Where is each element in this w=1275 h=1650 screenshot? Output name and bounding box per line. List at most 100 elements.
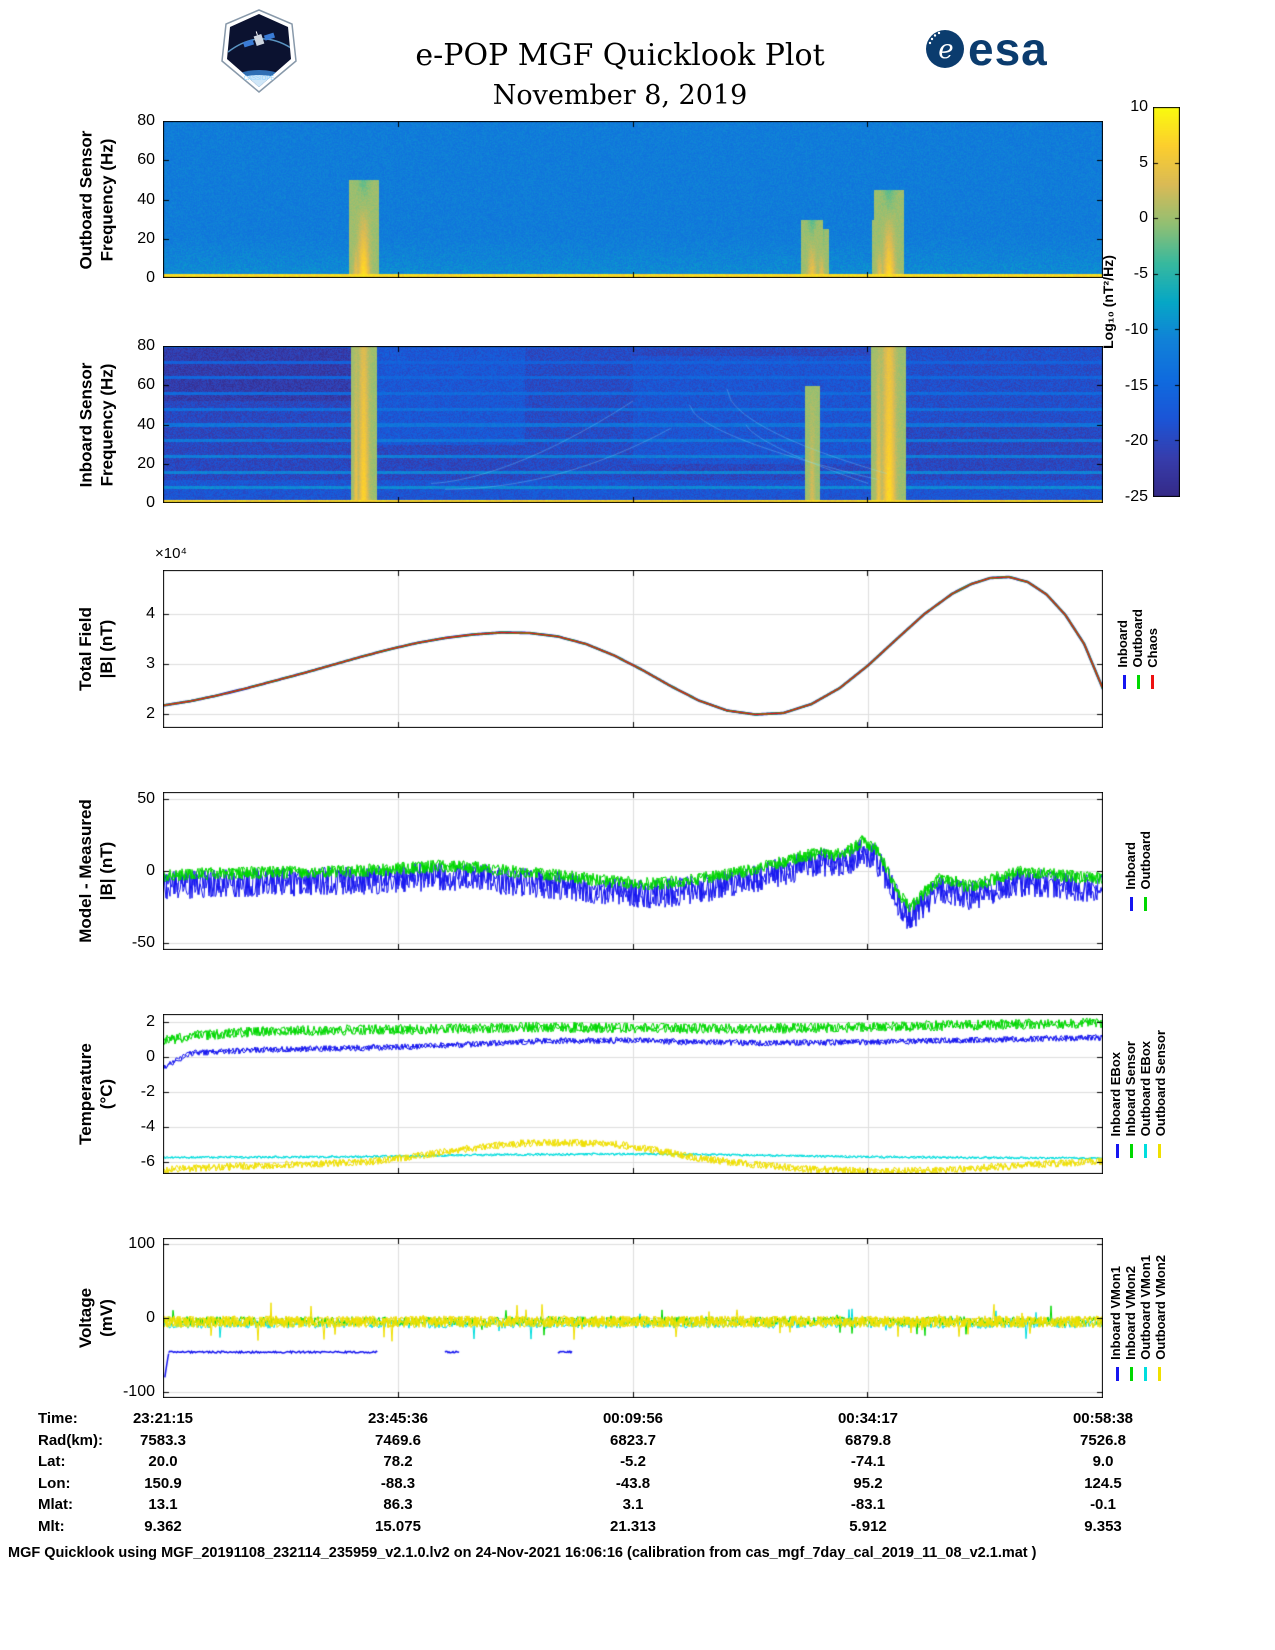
axis-tick-label: -50: [131, 933, 155, 951]
legend-labels: Inboard EBox Inboard Sensor Outboard EBox O…: [1107, 1030, 1168, 1137]
axis-tick-label: -10: [1124, 320, 1148, 338]
legend-labels: Inboard Outboard: [1122, 831, 1153, 890]
legend-markers: [1129, 896, 1147, 911]
table-cell: 23:21:15: [132, 1410, 194, 1427]
temperature-plot-canvas: [163, 1014, 1103, 1174]
axis-tick-label: 0: [146, 1047, 155, 1065]
axis-tick-label: -15: [1124, 376, 1148, 394]
table-row-label: Rad(km):: [38, 1431, 104, 1449]
table-cell: 23:45:36: [367, 1410, 429, 1427]
axis-tick-label: -4: [140, 1117, 155, 1135]
ylabel-line: Inboard Sensor: [76, 362, 95, 487]
table-cell: -83.1: [850, 1496, 886, 1513]
axis-tick-label: 2: [146, 705, 155, 722]
esa-wordmark: esa: [968, 23, 1048, 75]
legend-marker: [1150, 674, 1154, 689]
legend-marker: [1122, 674, 1126, 689]
table-row-label: Lat:: [38, 1453, 66, 1470]
table-cell: 00:09:56: [602, 1410, 664, 1427]
legend-label: Outboard VMon2: [1152, 1255, 1168, 1360]
legend-label: Outboard: [1137, 831, 1153, 890]
voltage-plot-canvas: [163, 1238, 1103, 1398]
legend-markers: [1115, 1366, 1161, 1381]
footer-note: MGF Quicklook using MGF_20191108_232114_…: [8, 1545, 1037, 1561]
outboard-spectrogram-canvas: [163, 121, 1103, 278]
axis-tick-label: 20: [137, 229, 155, 247]
table-cell: -74.1: [850, 1453, 886, 1470]
legend-voltage: Inboard VMon1 Inboard VMon2 Outboard VMon1…: [1106, 1238, 1170, 1398]
table-cell: -5.2: [620, 1453, 646, 1470]
legend-marker: [1129, 1143, 1133, 1158]
legend-label: Outboard EBox: [1137, 1041, 1153, 1137]
ylabel-line: Temperature: [76, 1043, 95, 1145]
table-cell: 00:58:38: [1072, 1410, 1134, 1427]
table-row-label: Lon:: [38, 1474, 71, 1492]
axis-tick-label: 20: [137, 454, 155, 472]
legend-marker: [1157, 1143, 1161, 1158]
table-cell: 00:34:17: [837, 1410, 899, 1427]
inboard-spectrogram-canvas: [163, 346, 1103, 503]
legend-marker: [1115, 1143, 1119, 1158]
legend-label: Inboard: [1122, 842, 1138, 890]
table-row-label: Mlat:: [38, 1496, 73, 1513]
table-cell: 9.362: [144, 1517, 182, 1535]
legend-label: Chaos: [1145, 628, 1160, 668]
axis-tick-label: 0: [1139, 209, 1148, 227]
legend-label: Inboard EBox: [1107, 1052, 1123, 1137]
table-cell: 9.353: [1084, 1517, 1122, 1535]
table-cell: 78.2: [383, 1453, 413, 1470]
table-cell: 6823.7: [610, 1431, 656, 1449]
legend-markers: [1115, 1143, 1161, 1158]
ylabel-line: Model - Measured: [76, 799, 95, 943]
table-cell: 7469.6: [375, 1431, 421, 1449]
axis-tick-label: 40: [137, 190, 155, 208]
table-cell: 7583.3: [140, 1431, 186, 1449]
table-cell: 7526.8: [1080, 1431, 1126, 1449]
legend-model-minus-measured: Inboard Outboard: [1106, 792, 1170, 950]
axis-tick-label: 3: [146, 655, 155, 672]
table-cell: 9.0: [1092, 1453, 1114, 1470]
legend-label: Outboard VMon1: [1137, 1255, 1153, 1360]
table-cell: 15.075: [375, 1517, 421, 1535]
table-row-label: Mlt:: [38, 1517, 65, 1535]
table-cell: 95.2: [853, 1474, 883, 1492]
axis-tick-label: -6: [140, 1152, 155, 1170]
cassiope-mission-logo: CASSIOPE: [218, 8, 300, 99]
legend-temperature: Inboard EBox Inboard Sensor Outboard EBox O…: [1106, 1014, 1170, 1174]
axis-tick-label: 40: [137, 415, 155, 433]
table-cell: 124.5: [1084, 1474, 1122, 1492]
ylabel-line: Voltage: [76, 1287, 95, 1349]
plot-date: November 8, 2019: [492, 80, 748, 111]
axis-tick-label: 60: [137, 376, 155, 394]
legend-marker: [1143, 1366, 1147, 1381]
table-cell: -0.1: [1090, 1496, 1116, 1513]
legend-labels: Inboard Outboard Chaos: [1115, 609, 1160, 668]
esa-emblem-icon: e: [926, 30, 964, 68]
total-field-plot-canvas: [163, 570, 1103, 728]
cassiope-patch-icon: CASSIOPE: [221, 9, 297, 93]
axis-tick-label: -20: [1124, 432, 1148, 450]
axis-tick-label: 80: [137, 112, 155, 129]
table-cell: 13.1: [148, 1496, 178, 1513]
table-cell: 5.912: [849, 1517, 887, 1535]
y-scale-exponent-label: ×10⁴: [155, 545, 187, 562]
legend-marker: [1157, 1366, 1161, 1381]
table-cell: 150.9: [144, 1474, 182, 1492]
table-cell: 20.0: [148, 1453, 178, 1470]
model-minus-measured-plot-canvas: [163, 792, 1103, 950]
axis-tick-label: 5: [1139, 153, 1148, 171]
axis-tick-label: 0: [146, 494, 155, 511]
ylabel-line: Total Field: [76, 607, 95, 691]
legend-marker: [1136, 674, 1140, 689]
axis-tick-label: 4: [146, 605, 155, 622]
legend-labels: Inboard VMon1 Inboard VMon2 Outboard VMon1…: [1108, 1255, 1168, 1360]
svg-text:e: e: [938, 35, 953, 65]
table-cell: 21.313: [610, 1517, 656, 1535]
axis-tick-label: 10: [1130, 98, 1148, 115]
axis-tick-label: 50: [137, 790, 155, 808]
ylabel-line: Outboard Sensor: [76, 130, 95, 269]
axis-tick-label: 0: [146, 269, 155, 286]
axis-tick-label: 0: [146, 1309, 155, 1326]
table-cell: -88.3: [380, 1474, 416, 1492]
axis-tick-label: 60: [137, 151, 155, 169]
